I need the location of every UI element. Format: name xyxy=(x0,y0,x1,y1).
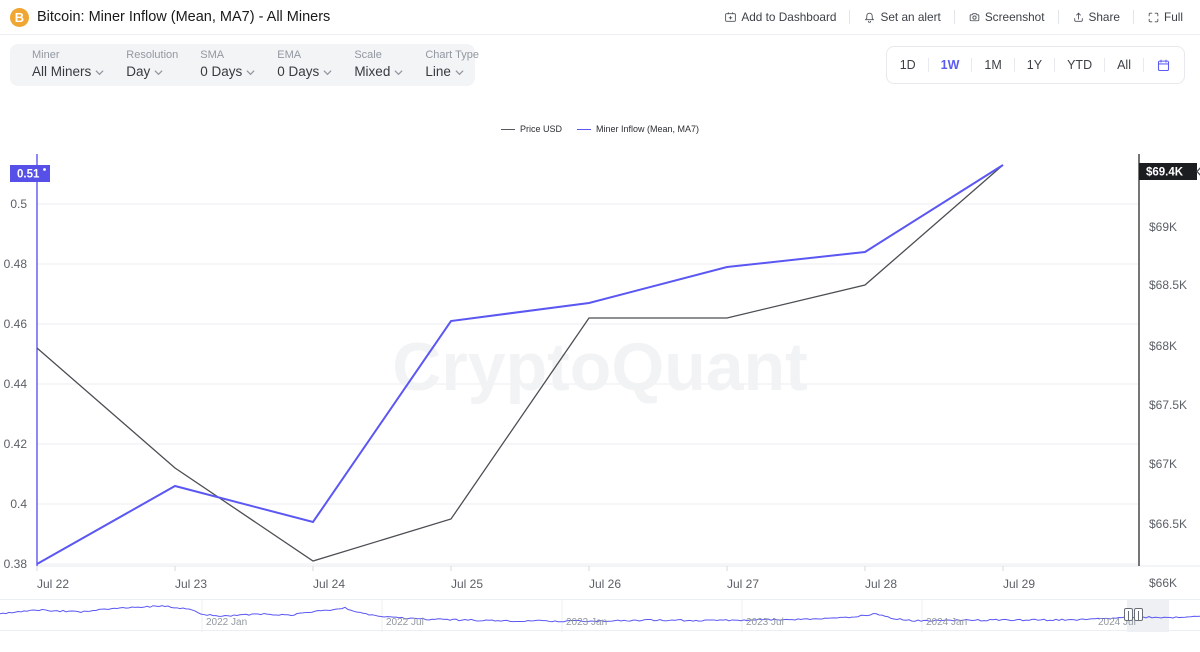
svg-text:Jul 27: Jul 27 xyxy=(727,577,759,591)
svg-text:$69K: $69K xyxy=(1149,220,1177,234)
svg-text:0.42: 0.42 xyxy=(4,437,28,451)
svg-text:CryptoQuant: CryptoQuant xyxy=(392,329,808,405)
svg-text:Jul 22: Jul 22 xyxy=(37,577,69,591)
svg-text:Jul 23: Jul 23 xyxy=(175,577,207,591)
svg-text:0.48: 0.48 xyxy=(4,257,28,271)
svg-text:$68K: $68K xyxy=(1149,339,1177,353)
svg-text:Jul 24: Jul 24 xyxy=(313,577,345,591)
svg-text:Jul 26: Jul 26 xyxy=(589,577,621,591)
svg-text:0.5: 0.5 xyxy=(10,197,27,211)
svg-text:$66K: $66K xyxy=(1149,576,1177,590)
svg-text:0.38: 0.38 xyxy=(4,557,28,571)
svg-text:0.51: 0.51 xyxy=(17,169,40,181)
svg-text:0.46: 0.46 xyxy=(4,317,28,331)
svg-text:Jul 25: Jul 25 xyxy=(451,577,483,591)
svg-text:Jul 29: Jul 29 xyxy=(1003,577,1035,591)
svg-text:0.4: 0.4 xyxy=(10,497,27,511)
svg-text:$67.5K: $67.5K xyxy=(1149,398,1187,412)
svg-text:Jul 28: Jul 28 xyxy=(865,577,897,591)
svg-text:$68.5K: $68.5K xyxy=(1149,278,1187,292)
svg-text:$67K: $67K xyxy=(1149,457,1177,471)
svg-text:$69.4K: $69.4K xyxy=(1146,167,1184,179)
svg-text:$66.5K: $66.5K xyxy=(1149,517,1187,531)
svg-text:0.44: 0.44 xyxy=(4,377,28,391)
